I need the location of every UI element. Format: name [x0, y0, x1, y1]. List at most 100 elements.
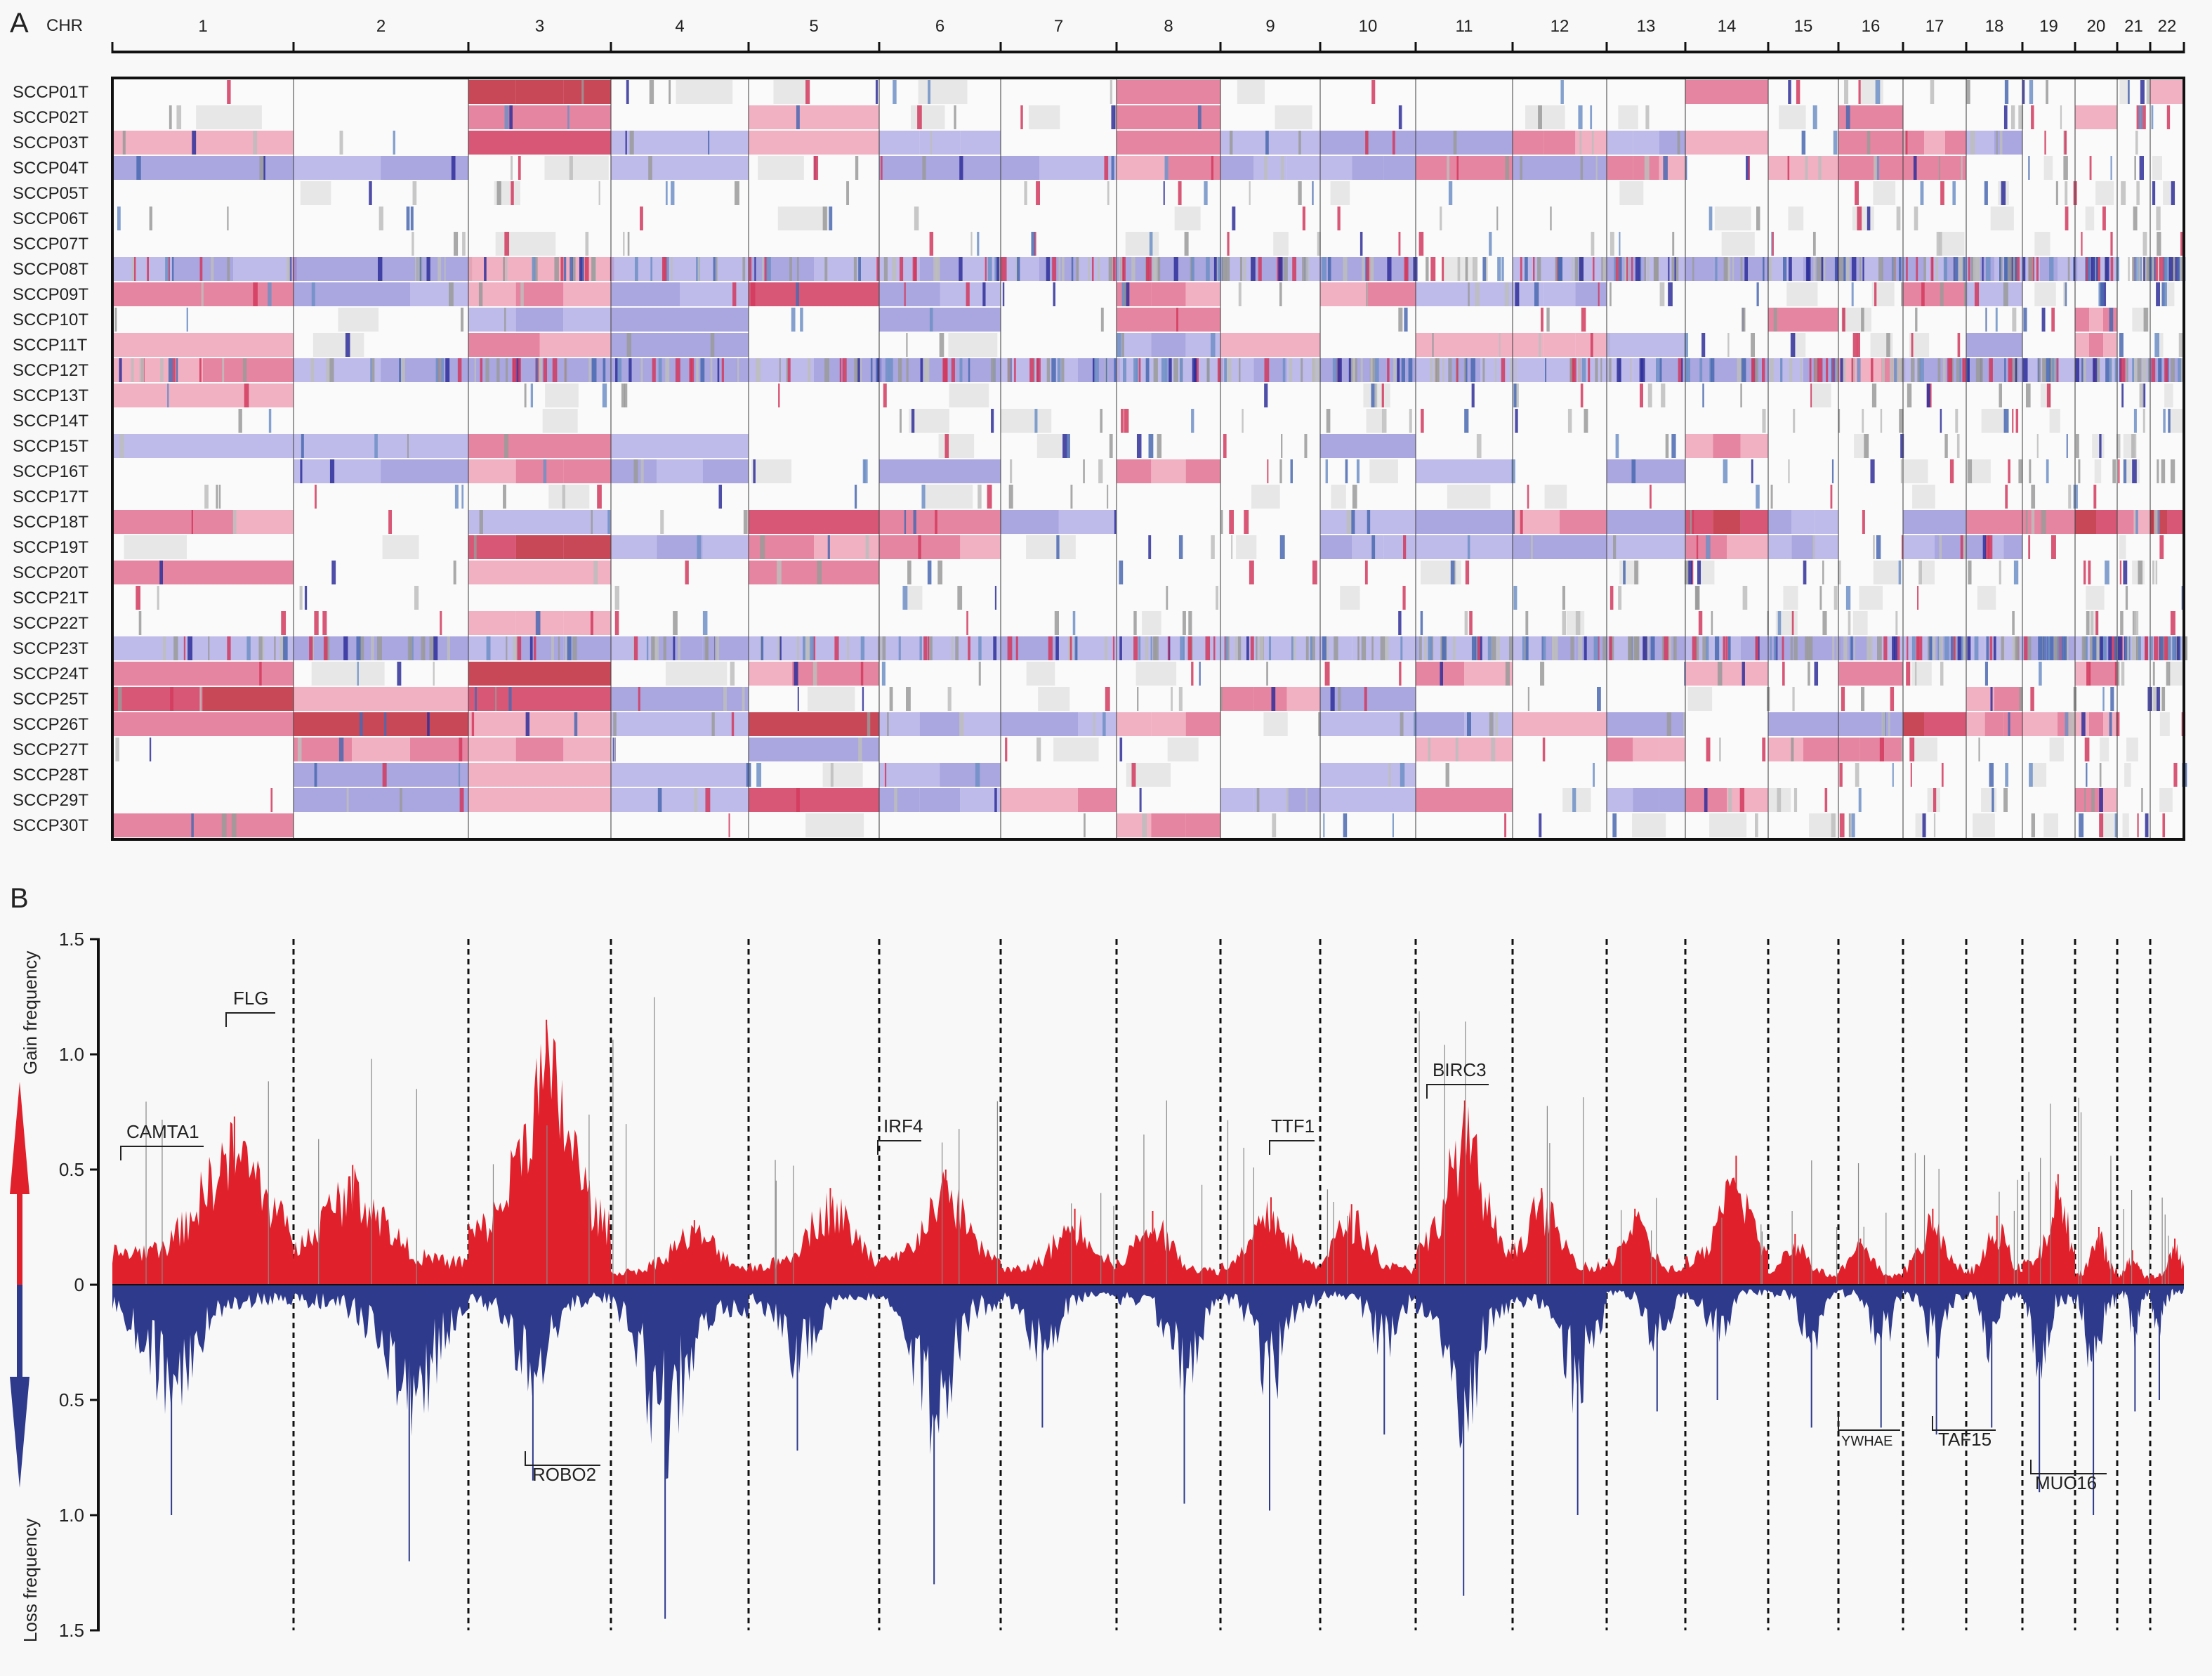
cn-probe-mark	[339, 131, 343, 155]
cn-probe-mark	[314, 763, 317, 787]
cn-probe-mark	[1898, 257, 1902, 281]
cn-probe-mark	[1740, 384, 1742, 407]
cn-probe-mark	[2003, 788, 2008, 812]
cn-probe-mark	[1862, 257, 1864, 281]
cn-probe-mark	[1056, 535, 1060, 559]
cn-probe-mark	[996, 257, 999, 281]
neutral-segment	[2152, 156, 2163, 180]
cn-probe-mark	[1057, 358, 1061, 382]
cn-probe-mark	[1879, 738, 1884, 761]
neutral-segment	[1873, 181, 1896, 205]
cn-probe-mark	[711, 712, 715, 736]
gain-segment	[468, 434, 540, 458]
cn-probe-mark	[1467, 535, 1470, 559]
chr-tick-label: 13	[1637, 17, 1656, 36]
cn-probe-mark	[947, 687, 952, 711]
cn-probe-mark	[1224, 358, 1227, 382]
cn-probe-mark	[1105, 636, 1108, 660]
cn-probe-mark	[706, 636, 709, 660]
cn-probe-mark	[598, 181, 600, 205]
cn-probe-mark	[461, 485, 464, 509]
sample-label: SCCP23T	[13, 639, 88, 658]
cn-probe-mark	[504, 308, 506, 332]
gain-segment	[1416, 788, 1464, 812]
cn-probe-mark	[1066, 434, 1070, 458]
cn-probe-mark	[1974, 282, 1980, 306]
cn-probe-mark	[1191, 409, 1194, 433]
cn-probe-mark	[440, 358, 445, 382]
cn-probe-mark	[1871, 384, 1877, 407]
cn-probe-mark	[2164, 358, 2168, 382]
cn-probe-mark	[1533, 257, 1535, 281]
cn-probe-mark	[1593, 636, 1599, 660]
cn-probe-mark	[1922, 813, 1926, 837]
cn-probe-mark	[1111, 156, 1114, 180]
cn-probe-mark	[1584, 409, 1588, 433]
cn-probe-mark	[1818, 156, 1822, 180]
loss-segment	[1001, 156, 1039, 180]
cn-probe-mark	[1961, 257, 1966, 281]
cn-probe-mark	[2163, 409, 2166, 433]
sample-label: SCCP12T	[13, 361, 88, 380]
cn-probe-mark	[1244, 510, 1249, 534]
cn-probe-mark	[1638, 257, 1642, 281]
cn-probe-mark	[1534, 282, 1539, 306]
gain-segment	[2089, 662, 2103, 686]
cn-probe-mark	[1803, 561, 1807, 584]
cn-probe-mark	[899, 257, 904, 281]
cn-probe-mark	[2090, 636, 2093, 660]
neutral-segment	[1919, 561, 1935, 584]
gain-segment	[1151, 459, 1186, 483]
cn-probe-mark	[721, 358, 724, 382]
cn-probe-mark	[326, 358, 330, 382]
cn-probe-mark	[834, 636, 839, 660]
neutral-segment	[1026, 535, 1076, 559]
cn-probe-mark	[2084, 788, 2086, 812]
cn-probe-mark	[1647, 257, 1650, 281]
gain-segment	[2089, 333, 2103, 357]
cn-probe-mark	[1418, 232, 1424, 256]
cn-probe-mark	[1990, 687, 1993, 711]
loss-segment	[960, 788, 1001, 812]
cn-probe-mark	[1684, 333, 1689, 357]
cn-probe-mark	[1999, 131, 2003, 155]
cn-probe-mark	[1892, 358, 1895, 382]
cn-probe-mark	[1374, 384, 1378, 407]
cn-probe-mark	[1206, 358, 1210, 382]
loss-segment	[960, 131, 1001, 155]
cn-probe-mark	[435, 358, 439, 382]
loss-segment	[1646, 257, 1685, 281]
cn-probe-mark	[1943, 257, 1948, 281]
cn-probe-mark	[1609, 586, 1614, 610]
cn-probe-mark	[855, 156, 859, 180]
cn-probe-mark	[1947, 358, 1953, 382]
cn-probe-mark	[227, 636, 231, 660]
gain-segment	[2075, 788, 2089, 812]
neutral-segment	[911, 105, 945, 129]
cn-probe-mark	[1773, 308, 1777, 332]
cn-probe-mark	[323, 636, 328, 660]
cn-probe-mark	[1706, 636, 1709, 660]
gene-label-robo2: ROBO2	[532, 1464, 596, 1485]
cn-probe-mark	[731, 712, 735, 736]
cn-probe-mark	[1958, 257, 1963, 281]
cn-probe-mark	[624, 384, 628, 407]
cn-probe-mark	[881, 662, 886, 686]
sample-label: SCCP25T	[13, 690, 88, 709]
cn-probe-mark	[1953, 636, 1956, 660]
cn-probe-mark	[2142, 232, 2147, 256]
cn-probe-mark	[882, 636, 886, 660]
cn-probe-mark	[157, 586, 159, 610]
cn-probe-mark	[2162, 813, 2166, 837]
gain-segment	[2103, 333, 2117, 357]
cn-probe-mark	[1008, 485, 1013, 509]
cn-probe-mark	[1167, 636, 1170, 660]
cn-probe-mark	[1928, 636, 1930, 660]
cn-probe-mark	[1891, 257, 1894, 281]
cn-probe-mark	[2105, 561, 2109, 584]
cn-probe-mark	[1968, 561, 1972, 584]
chr-tick-label: 10	[1359, 17, 1378, 36]
cn-probe-mark	[1862, 409, 1864, 433]
sample-label: SCCP27T	[13, 740, 88, 759]
cn-probe-mark	[615, 358, 618, 382]
